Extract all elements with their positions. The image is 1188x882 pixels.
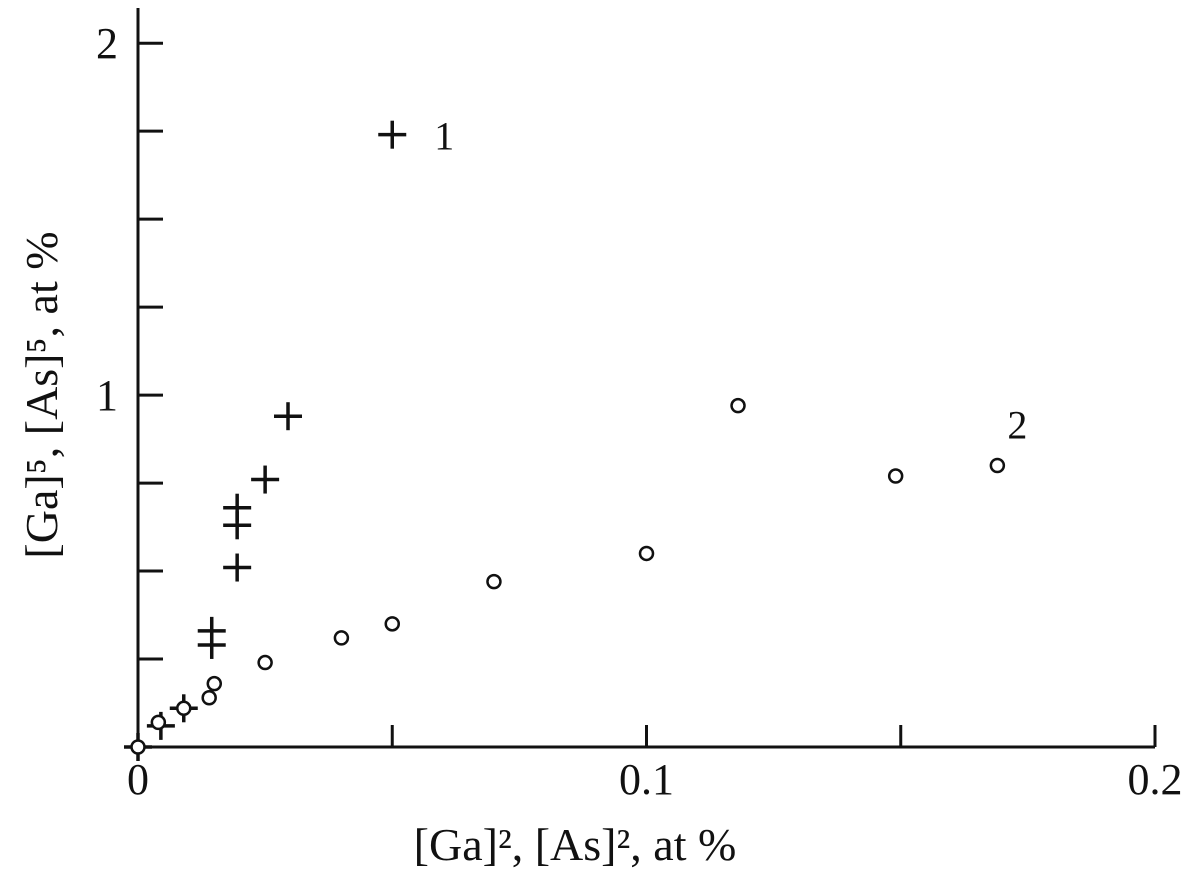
y-axis-title: [Ga]⁵, [As]⁵, at %: [16, 231, 67, 558]
data-series: 12: [124, 114, 1027, 761]
data-point-plus: [197, 616, 226, 645]
x-tick-label: 0: [127, 755, 149, 804]
data-point-circle: [257, 654, 273, 671]
tick-labels: 0 0.1 0.212: [96, 19, 1183, 804]
y-tick-label: 2: [96, 19, 118, 68]
data-point-circle: [730, 397, 746, 414]
data-point-circle: [384, 616, 400, 632]
data-point-circle: [201, 689, 217, 706]
data-point-plus: [223, 493, 252, 522]
data-point-circle: [176, 700, 192, 717]
data-point-circle: [887, 468, 904, 484]
data-point-circle: [989, 457, 1006, 474]
data-point-circle: [150, 714, 167, 731]
x-axis-title: [Ga]², [As]², at %: [414, 819, 737, 870]
data-point-plus: [223, 553, 252, 582]
data-point-plus: [251, 465, 280, 494]
series-2: [130, 397, 1006, 755]
data-point-plus: [378, 120, 407, 149]
series-label: 1: [434, 114, 454, 159]
data-point-circle: [638, 545, 655, 562]
x-tick-label: 0.2: [1128, 755, 1183, 804]
series-label: 2: [1007, 402, 1027, 447]
data-point-circle: [486, 573, 502, 590]
data-point-plus: [274, 402, 303, 431]
axes: [136, 8, 1157, 749]
data-point-circle: [130, 739, 146, 755]
x-tick-label: 0.1: [619, 755, 674, 804]
y-tick-label: 1: [96, 371, 118, 420]
data-point-circle: [206, 675, 223, 692]
data-point-circle: [333, 630, 350, 646]
